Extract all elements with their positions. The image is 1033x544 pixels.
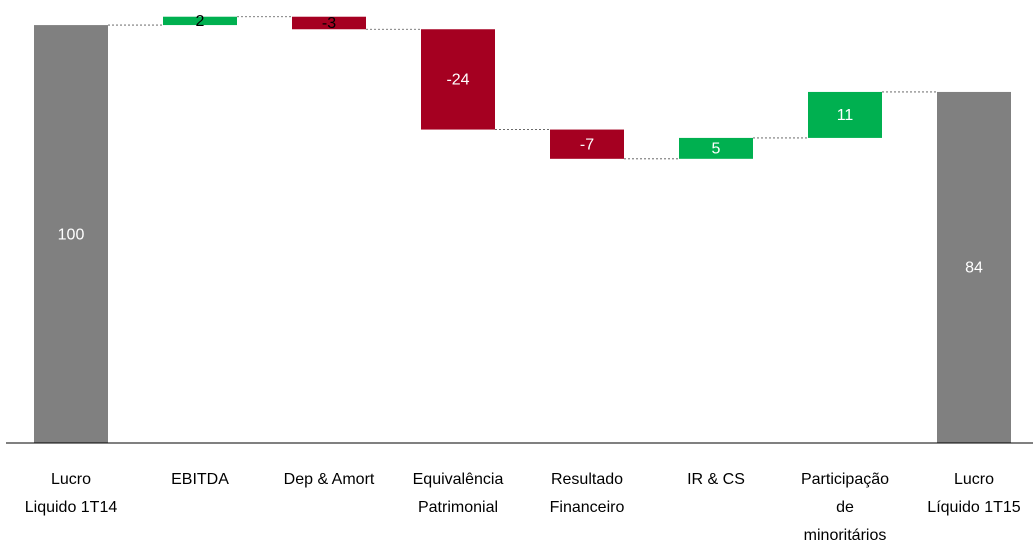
x-tick-label-line: Líquido 1T15 [927,499,1021,516]
x-tick-label: IR & CS [687,471,745,488]
x-tick-label-line: minoritários [804,527,887,544]
data-label: 100 [58,226,85,243]
x-tick-label: EBITDA [171,471,229,488]
x-tick-label-line: Patrimonial [418,499,498,516]
data-label: 2 [196,13,205,30]
data-label: 5 [712,141,721,158]
x-tick-label: Participação de minoritários [801,471,889,544]
x-tick-label-line: de [836,499,854,516]
x-tick-label-line: Financeiro [550,499,625,516]
x-tick-label-line: Equivalência [413,471,504,488]
data-label: 84 [965,260,983,277]
x-tick-label: Lucro Liquido 1T14 [25,471,118,516]
data-label: -7 [580,136,594,153]
x-tick-label-line: Liquido 1T14 [25,499,118,516]
x-tick-label-line: IR & CS [687,471,745,488]
data-label: -3 [322,15,336,32]
x-tick-label-line: Resultado [551,471,623,488]
x-tick-label-line: Lucro [954,471,994,488]
x-tick-label: Dep & Amort [284,471,375,488]
bar [679,137,753,159]
x-tick-label: Lucro Líquido 1T15 [927,471,1021,516]
bar [808,91,882,138]
x-tick-label-line: Participação [801,471,889,488]
bar [550,129,624,159]
bar [292,16,366,30]
bar [163,16,237,26]
x-tick-label: Resultado Financeiro [550,471,625,516]
x-tick-label-line: Lucro [51,471,91,488]
bar [421,29,495,130]
data-label: 11 [837,107,854,124]
x-tick-label-line: Dep & Amort [284,471,375,488]
x-tick-label: Equivalência Patrimonial [413,471,504,516]
x-tick-label-line: EBITDA [171,471,229,488]
bar [34,25,108,444]
data-label: -24 [446,72,469,89]
bar [937,91,1011,444]
